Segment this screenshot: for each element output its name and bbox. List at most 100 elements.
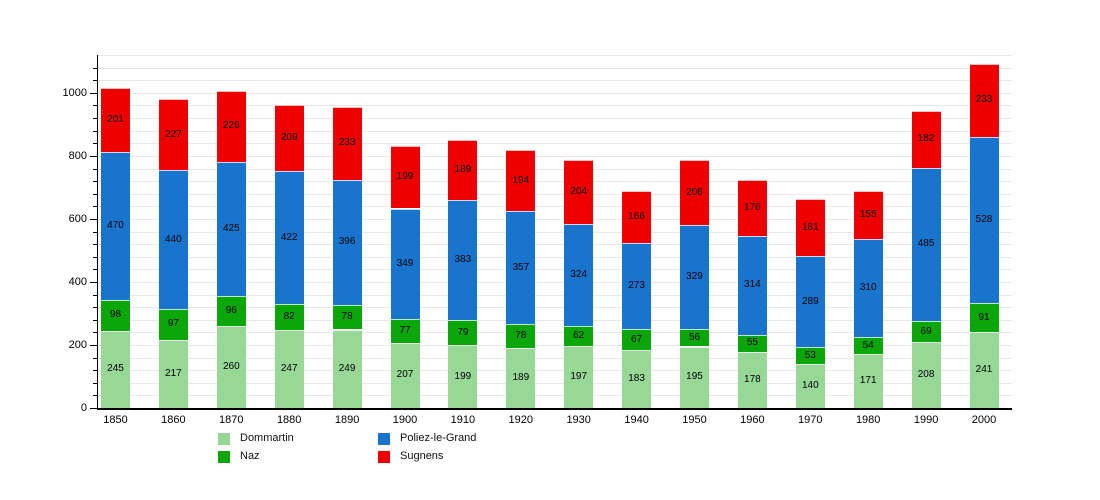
bar-segment-dommartin: 247	[274, 330, 304, 408]
bar-segment-poliez-le-grand: 357	[506, 211, 536, 324]
bar-segment-poliez-le-grand: 310	[853, 239, 883, 338]
bar-value-label: 67	[631, 333, 643, 345]
bar-segment-sugnens: 155	[853, 190, 883, 240]
bar-value-label: 96	[225, 304, 237, 316]
bar-segment-dommartin: 183	[622, 350, 652, 408]
y-axis-major-tick	[90, 345, 97, 346]
gridline	[97, 370, 1012, 372]
gridline	[97, 307, 1012, 309]
gridline	[97, 395, 1012, 397]
x-axis-tick-label: 1880	[276, 414, 302, 426]
y-axis-minor-tick	[93, 181, 97, 183]
bar-segment-naz: 54	[853, 337, 883, 355]
gridline	[97, 345, 1012, 346]
bar-segment-dommartin: 178	[737, 351, 767, 408]
bar-segment-sugnens: 201	[101, 88, 130, 152]
bar-segment-sugnens: 189	[448, 140, 478, 200]
y-axis-tick-label: 800	[68, 149, 87, 162]
y-axis-tick-label: 400	[68, 275, 87, 288]
bar-value-label: 349	[396, 257, 414, 269]
bar-value-label: 199	[454, 370, 472, 382]
bar-value-label: 91	[978, 311, 990, 323]
bar-value-label: 53	[804, 349, 816, 361]
bar-value-label: 396	[338, 236, 356, 248]
y-axis-tick-label: 600	[68, 212, 87, 225]
bar-value-label: 249	[338, 362, 356, 374]
gridline	[97, 118, 1012, 119]
gridline	[97, 130, 1012, 132]
bar-segment-poliez-le-grand: 528	[969, 136, 999, 304]
legend-label: Poliez-le-Grand	[400, 432, 477, 444]
gridline	[97, 206, 1012, 208]
y-axis-minor-tick	[93, 294, 97, 296]
bar-segment-poliez-le-grand: 273	[622, 243, 652, 330]
bar-value-label: 241	[975, 364, 993, 375]
bar-segment-dommartin: 195	[680, 346, 709, 408]
y-axis-minor-tick	[93, 130, 97, 132]
bar-value-label: 206	[686, 186, 703, 198]
bar-segment-sugnens: 194	[506, 150, 536, 212]
y-axis-tick-label: 0	[80, 402, 87, 414]
y-axis-major-tick	[90, 281, 97, 283]
bar-value-label: 383	[454, 254, 472, 266]
bar-value-label: 289	[801, 295, 819, 307]
bar-value-label: 181	[801, 221, 819, 233]
bar-value-label: 247	[280, 363, 298, 375]
bar-segment-poliez-le-grand: 289	[795, 256, 825, 348]
y-axis-minor-tick	[93, 143, 97, 145]
bar-value-label: 245	[107, 363, 124, 375]
gridline	[97, 357, 1012, 359]
bar-segment-poliez-le-grand: 329	[680, 225, 709, 329]
y-axis-minor-tick	[93, 269, 97, 271]
bar-value-label: 56	[688, 331, 701, 343]
bar-segment-naz: 62	[564, 326, 594, 346]
bar-segment-sugnens: 227	[158, 98, 188, 171]
bar-value-label: 217	[165, 367, 182, 379]
bar-segment-sugnens: 204	[564, 160, 594, 225]
legend-swatch-sugnens	[378, 450, 390, 463]
bar-segment-sugnens: 233	[969, 63, 999, 137]
legend-swatch-poliez-le-grand	[378, 432, 390, 445]
bar-value-label: 195	[686, 371, 703, 383]
y-axis-minor-tick	[93, 395, 97, 397]
y-axis-major-tick	[90, 218, 97, 220]
bar-value-label: 189	[512, 372, 530, 384]
x-axis-tick-label: 2000	[971, 414, 997, 426]
x-axis-tick-label: 1990	[913, 414, 939, 426]
x-axis-tick-label: 1890	[334, 414, 360, 426]
x-axis-line	[97, 408, 1012, 410]
bar-segment-dommartin: 171	[853, 354, 883, 408]
bar-segment-sugnens: 199	[390, 145, 420, 209]
bar-value-label: 183	[628, 373, 645, 385]
bar-segment-poliez-le-grand: 422	[274, 171, 304, 305]
bar-segment-naz: 79	[448, 320, 478, 346]
bar-value-label: 54	[862, 339, 874, 351]
bar-value-label: 197	[570, 370, 588, 382]
bar-segment-sugnens: 206	[680, 160, 709, 226]
bar-value-label: 78	[341, 311, 353, 323]
bar-value-label: 310	[859, 282, 877, 294]
gridline	[97, 319, 1012, 321]
gridline	[97, 256, 1012, 258]
x-axis-tick-label: 1900	[392, 414, 418, 426]
bar-value-label: 78	[515, 330, 527, 342]
bar-value-label: 201	[107, 114, 124, 126]
bar-segment-sugnens: 166	[622, 190, 652, 244]
bar-segment-poliez-le-grand: 349	[390, 208, 420, 319]
bar-value-label: 194	[512, 174, 530, 186]
bar-value-label: 226	[222, 120, 240, 132]
bar-value-label: 422	[280, 231, 298, 243]
y-axis-minor-tick	[93, 382, 97, 384]
bar-segment-naz: 77	[390, 318, 420, 343]
bar-segment-sugnens: 176	[737, 180, 767, 236]
gridline	[97, 92, 1012, 94]
gridline	[97, 269, 1012, 271]
y-axis-minor-tick	[93, 67, 97, 69]
gridline	[97, 143, 1012, 145]
gridline	[97, 55, 1012, 56]
y-axis-minor-tick	[93, 357, 97, 359]
bar-segment-dommartin: 199	[448, 345, 478, 408]
y-axis-line	[97, 55, 98, 410]
bar-segment-naz: 67	[622, 329, 652, 351]
y-axis-major-tick	[90, 92, 97, 94]
